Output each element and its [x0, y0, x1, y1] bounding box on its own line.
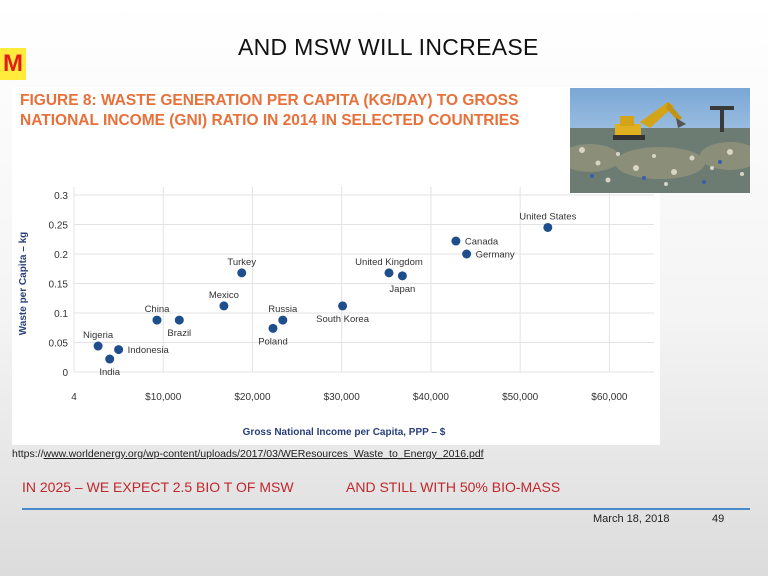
source-link[interactable]: www.worldenergy.org/wp-content/uploads/2…	[43, 448, 484, 460]
data-point	[219, 301, 229, 311]
data-point	[543, 222, 553, 232]
y-tick-label: 0.25	[49, 221, 69, 232]
corner-badge: M	[0, 48, 26, 80]
data-point	[237, 268, 247, 278]
point-label: Japan	[389, 284, 415, 295]
data-point	[451, 236, 461, 246]
x-tick-label: $50,000	[502, 392, 539, 403]
point-label: United States	[519, 211, 576, 222]
y-tick-label: 0	[62, 368, 68, 379]
point-label: Poland	[258, 336, 288, 347]
landfill-excavator-icon	[570, 88, 750, 193]
y-tick-label: 0.05	[49, 339, 69, 350]
chart-grid	[73, 187, 654, 373]
y-axis-label: Waste per Capita – kg	[18, 232, 29, 336]
x-axis-ticks: 4 $10,000 $20,000 $30,000 $40,000 $50,000 $60,…	[71, 392, 628, 403]
y-tick-label: 0.2	[54, 250, 68, 261]
data-point	[114, 345, 124, 355]
y-axis-ticks: 0 0.05 0.1 0.15 0.2 0.25 0.3	[49, 191, 69, 379]
point-label: South Korea	[316, 314, 370, 325]
footer-divider	[22, 508, 750, 510]
data-point	[93, 341, 103, 351]
data-point	[152, 315, 162, 325]
x-tick-label: $20,000	[234, 392, 271, 403]
point-label: Brazil	[167, 328, 191, 339]
landfill-photo	[570, 88, 750, 193]
x-tick-label: $30,000	[324, 392, 361, 403]
point-label: Mexico	[209, 290, 239, 301]
data-point	[397, 271, 407, 281]
point-label: India	[99, 367, 120, 378]
data-point	[338, 301, 348, 311]
x-axis-label: Gross National Income per Capita, PPP – …	[243, 427, 446, 438]
point-label: Nigeria	[83, 330, 114, 341]
x-tick-label: $10,000	[145, 392, 182, 403]
point-label: China	[145, 304, 171, 315]
point-label: United Kingdom	[355, 257, 423, 268]
y-tick-label: 0.15	[49, 280, 69, 291]
chart-title-line-1: FIGURE 8: WASTE GENERATION PER CAPITA (K…	[20, 92, 519, 109]
data-point	[268, 323, 278, 333]
point-label: Germany	[476, 250, 515, 261]
chart-title-line-2: NATIONAL INCOME (GNI) RATIO IN 2014 IN S…	[20, 112, 520, 129]
data-point	[105, 354, 115, 364]
point-label: Turkey	[227, 257, 256, 268]
source-citation: https://www.worldenergy.org/wp-content/u…	[12, 448, 484, 460]
scatter-chart: 0 0.05 0.1 0.15 0.2 0.25 0.3 4 $10,000 $20,000 $3…	[18, 187, 654, 438]
page-number: 49	[712, 513, 725, 525]
caption-biomass: AND STILL WITH 50% BIO-MASS	[346, 479, 561, 495]
data-point	[174, 315, 184, 325]
slide-title: AND MSW WILL INCREASE	[238, 34, 539, 60]
caption-msw-forecast: IN 2025 – WE EXPECT 2.5 BIO T OF MSW	[22, 479, 294, 495]
x-tick-label: 4	[71, 392, 77, 403]
x-tick-label: $60,000	[591, 392, 628, 403]
data-point	[384, 268, 394, 278]
x-tick-label: $40,000	[413, 392, 450, 403]
point-label: Canada	[465, 237, 499, 248]
chart-panel: FIGURE 8: WASTE GENERATION PER CAPITA (K…	[12, 87, 660, 445]
point-label: Russia	[268, 304, 298, 315]
point-label: Indonesia	[128, 345, 170, 356]
y-tick-label: 0.1	[54, 309, 68, 320]
chart-points: Nigeria India Indonesia China Brazil Mexico Tu…	[83, 211, 577, 378]
y-tick-label: 0.3	[54, 191, 68, 202]
chart-title: FIGURE 8: WASTE GENERATION PER CAPITA (K…	[20, 91, 540, 131]
footer-date: March 18, 2018	[593, 513, 670, 525]
source-prefix: https://	[12, 448, 44, 460]
data-point	[278, 315, 288, 325]
data-point	[462, 249, 472, 259]
